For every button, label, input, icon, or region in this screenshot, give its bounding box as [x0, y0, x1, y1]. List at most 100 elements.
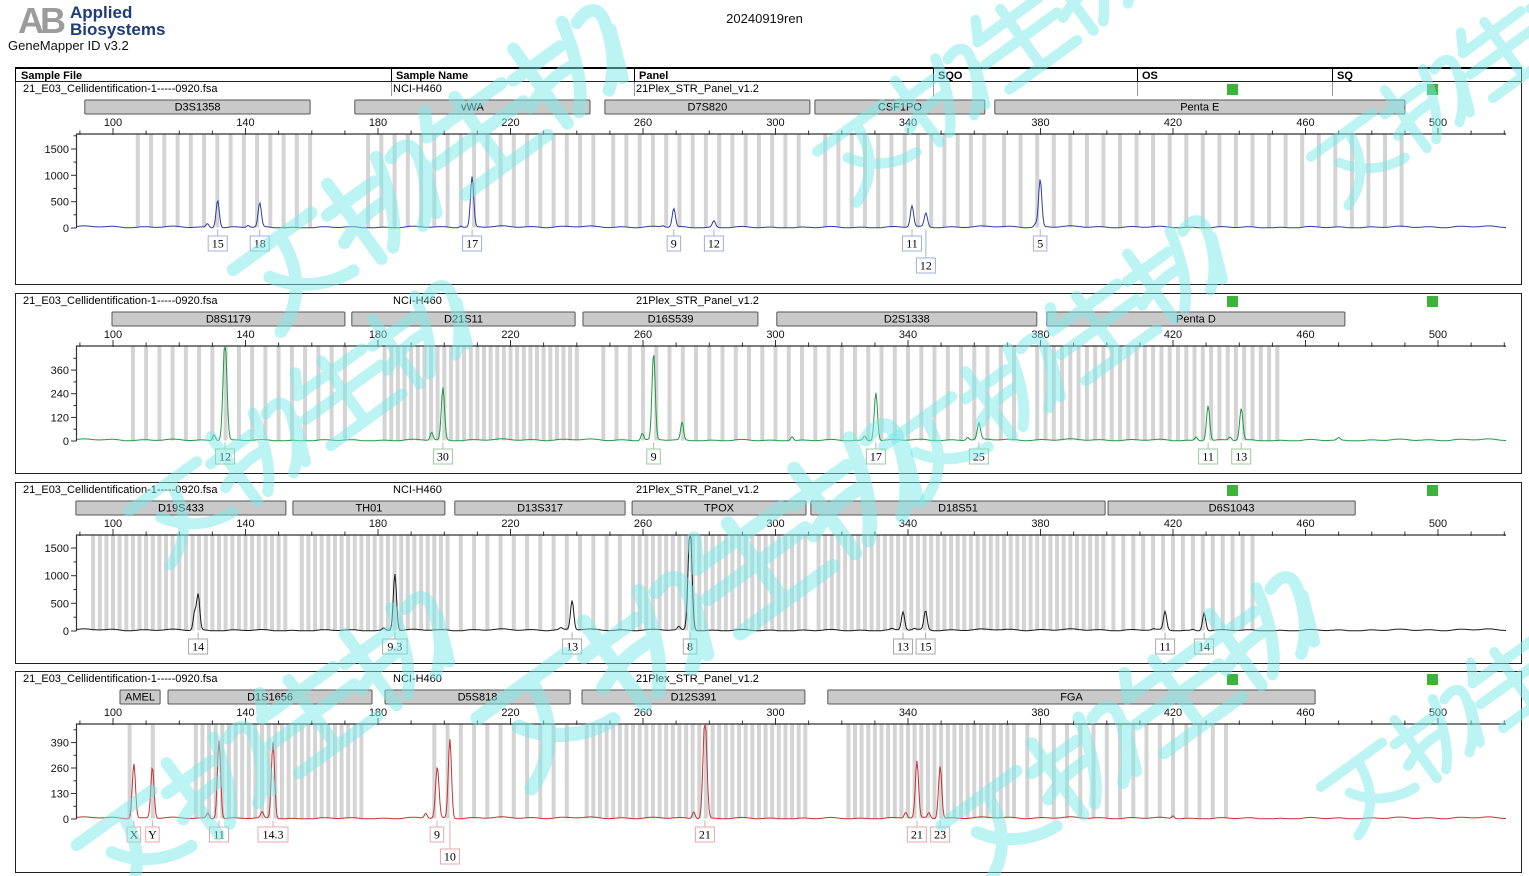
allele-call-d18s51-13[interactable]: 13	[897, 640, 909, 654]
allele-call-d21s11-30[interactable]: 30	[437, 450, 449, 464]
allele-bin-bar	[637, 535, 642, 631]
electropherogram-panel-1: 21_E03_Cellidentification-1-----0920.fsa…	[15, 81, 1522, 285]
allele-bin-bar	[902, 134, 907, 228]
allele-label-box[interactable]	[703, 235, 724, 252]
allele-call-d3s1358-15[interactable]: 15	[212, 237, 224, 251]
allele-label-box[interactable]	[906, 826, 927, 843]
allele-bin-bar	[1061, 535, 1066, 631]
allele-call-d19s433-14[interactable]: 14	[192, 640, 204, 654]
allele-bin-bar	[498, 134, 503, 228]
allele-bin-bar	[1383, 134, 1387, 228]
sample-row[interactable]: 21_E03_Cellidentification-1-----0920.fsa…	[16, 483, 1521, 497]
allele-label-box[interactable]	[462, 235, 483, 252]
allele-bin-bar	[346, 535, 351, 631]
allele-bin-bar	[800, 346, 804, 441]
allele-call-d2s1338-25[interactable]: 25	[973, 450, 985, 464]
allele-bin-bar	[255, 134, 260, 228]
allele-bin-bar	[975, 535, 980, 631]
allele-call-penta-e-5[interactable]: 5	[1037, 237, 1043, 251]
allele-bin-bar	[246, 724, 251, 819]
allele-bin-bar	[776, 535, 781, 631]
allele-call-penta-d-11[interactable]: 11	[1202, 450, 1214, 464]
allele-call-d1s1656-11[interactable]: 11	[213, 828, 225, 842]
allele-label-box[interactable]	[893, 638, 913, 655]
allele-call-tpox-8[interactable]: 8	[687, 640, 693, 654]
allele-call-d8s1179-12[interactable]: 12	[219, 450, 231, 464]
allele-label-box[interactable]	[646, 448, 661, 465]
allele-bin-bar	[382, 346, 387, 441]
allele-label-box[interactable]	[439, 848, 460, 865]
allele-call-amel-X[interactable]: X	[130, 828, 139, 842]
sample-row[interactable]: 21_E03_Cellidentification-1-----0920.fsa…	[16, 82, 1521, 96]
allele-bin-bar	[1101, 535, 1106, 631]
allele-call-d1s1656-14.3[interactable]: 14.3	[263, 828, 284, 842]
allele-bin-bar	[541, 346, 546, 441]
allele-call-d3s1358-18[interactable]: 18	[254, 237, 266, 251]
allele-bin-bar	[790, 724, 795, 819]
allele-call-d16s539-9[interactable]: 9	[651, 450, 657, 464]
allele-label-box[interactable]	[188, 638, 209, 655]
allele-call-csf1po-11[interactable]: 11	[906, 237, 918, 251]
allele-bin-bar	[584, 724, 589, 819]
allele-call-d5s818-9[interactable]: 9	[434, 828, 440, 842]
marker-label: D5S818	[458, 692, 498, 704]
allele-bin-bar	[730, 535, 735, 631]
allele-call-d5s818-10[interactable]: 10	[444, 850, 456, 864]
allele-bin-bar	[1035, 346, 1040, 441]
allele-call-d12s391-21[interactable]: 21	[699, 828, 711, 842]
allele-call-d13s317-13[interactable]: 13	[566, 640, 578, 654]
allele-label-box[interactable]	[915, 257, 936, 274]
allele-bin-bar	[1233, 134, 1238, 228]
allele-label-box[interactable]	[257, 826, 289, 843]
allele-bin-bar	[1242, 346, 1247, 441]
allele-label-box[interactable]	[429, 826, 445, 843]
allele-call-vwa-17[interactable]: 17	[466, 237, 478, 251]
x-tick-label: 380	[1031, 329, 1049, 341]
logo-line2: Biosystems	[70, 20, 166, 39]
allele-call-d2s1338-17[interactable]: 17	[870, 450, 882, 464]
allele-label-box[interactable]	[902, 235, 922, 252]
allele-bin-bar	[170, 346, 175, 441]
allele-bin-bar	[395, 346, 400, 441]
allele-bin-bar	[717, 134, 722, 228]
allele-bin-bar	[485, 134, 490, 228]
allele-bin-bar	[548, 346, 553, 441]
allele-bin-bar	[1068, 346, 1073, 441]
allele-bin-bar	[763, 535, 768, 631]
allele-call-fga-21[interactable]: 21	[911, 828, 923, 842]
allele-label-box[interactable]	[1231, 448, 1252, 465]
allele-label-box[interactable]	[1032, 235, 1048, 252]
allele-bin-bar	[276, 535, 281, 631]
allele-call-penta-d-13[interactable]: 13	[1235, 450, 1247, 464]
y-tick-label: 1000	[45, 571, 69, 583]
allele-label-box[interactable]	[1198, 448, 1219, 465]
allele-call-fga-23[interactable]: 23	[934, 828, 946, 842]
electropherogram-plot[interactable]: D8S1179 D21S11 D16S539 D2S1338 Penta D 100 140…	[16, 309, 1521, 473]
allele-call-th01-9.3[interactable]: 9.3	[387, 640, 402, 654]
allele-call-d7s820-12[interactable]: 12	[708, 237, 720, 251]
allele-bin-bar	[1121, 535, 1126, 631]
allele-call-amel-Y[interactable]: Y	[148, 828, 157, 842]
allele-bin-bar	[149, 134, 154, 228]
allele-bin-bar	[270, 535, 274, 631]
allele-call-d6s1043-14[interactable]: 14	[1198, 640, 1210, 654]
allele-bin-bar	[551, 134, 556, 228]
sample-row[interactable]: 21_E03_Cellidentification-1-----0920.fsa…	[16, 672, 1521, 686]
electropherogram-plot[interactable]: D19S433 TH01 D13S317 TPOX D18S51 D6S1043 100 14…	[16, 498, 1521, 663]
allele-call-d18s51-15[interactable]: 15	[920, 640, 932, 654]
sample-row[interactable]: 21_E03_Cellidentification-1-----0920.fsa…	[16, 294, 1521, 308]
x-tick-label: 180	[369, 329, 387, 341]
allele-bin-bar	[760, 346, 765, 441]
allele-bin-bar	[1283, 134, 1288, 228]
allele-label-box[interactable]	[915, 638, 936, 655]
allele-label-box[interactable]	[432, 448, 453, 465]
allele-bin-bar	[1126, 346, 1131, 441]
allele-call-d7s820-9[interactable]: 9	[671, 237, 677, 251]
allele-label-box[interactable]	[666, 235, 682, 252]
allele-call-csf1po-12[interactable]: 12	[920, 259, 932, 273]
allele-call-d6s1043-11[interactable]: 11	[1159, 640, 1171, 654]
allele-label-box[interactable]	[694, 826, 715, 843]
